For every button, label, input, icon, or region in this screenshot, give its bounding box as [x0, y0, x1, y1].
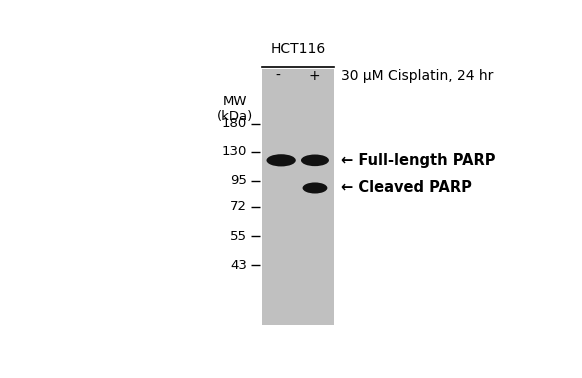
Ellipse shape	[303, 183, 327, 194]
Text: 72: 72	[230, 200, 247, 214]
Text: MW
(kDa): MW (kDa)	[217, 95, 253, 123]
Text: ← Full-length PARP: ← Full-length PARP	[341, 153, 496, 168]
Text: 30 μM Cisplatin, 24 hr: 30 μM Cisplatin, 24 hr	[341, 69, 494, 83]
Text: ← Cleaved PARP: ← Cleaved PARP	[341, 180, 472, 195]
Text: 55: 55	[230, 229, 247, 243]
Text: +: +	[308, 69, 320, 83]
Ellipse shape	[301, 155, 329, 166]
Bar	[262, 69, 334, 325]
Text: 180: 180	[222, 118, 247, 130]
Text: HCT116: HCT116	[271, 42, 326, 56]
Text: 95: 95	[230, 174, 247, 187]
Ellipse shape	[267, 154, 296, 166]
Text: -: -	[275, 69, 281, 83]
Text: 130: 130	[222, 145, 247, 158]
Text: 43: 43	[230, 259, 247, 272]
